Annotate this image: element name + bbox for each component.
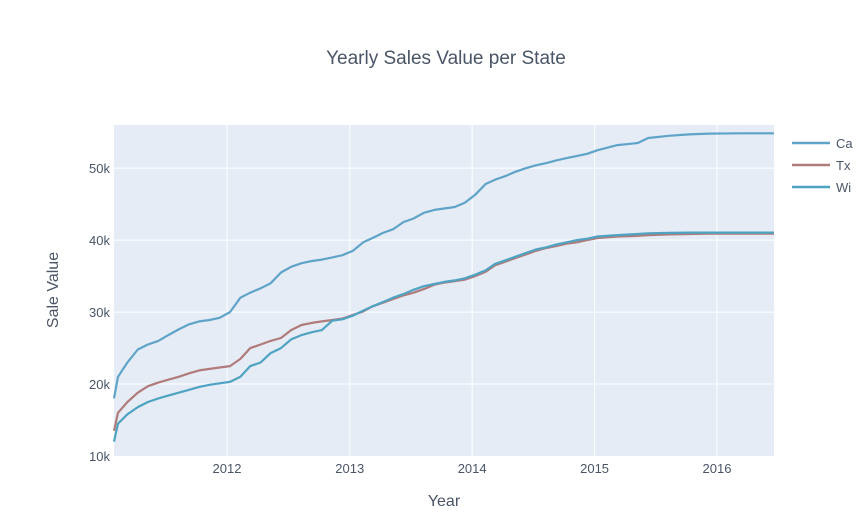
- legend: Ca Tx Wi: [792, 136, 853, 195]
- series-lines: [112, 132, 774, 442]
- x-tick-label: 2016: [703, 461, 732, 476]
- y-axis-ticks: 10k 20k 30k 40k 50k: [89, 161, 110, 464]
- y-tick-label: 30k: [89, 305, 110, 320]
- series-line-tx: [112, 232, 774, 432]
- series-line-ca: [112, 132, 774, 399]
- series-line-wi: [112, 231, 774, 442]
- y-axis-title: Sale Value: [45, 252, 62, 328]
- x-tick-label: 2013: [335, 461, 364, 476]
- y-tick-label: 20k: [89, 377, 110, 392]
- x-axis-title: Year: [428, 493, 461, 510]
- chart-title: Yearly Sales Value per State: [326, 48, 566, 69]
- grid-lines: [114, 125, 774, 456]
- x-tick-label: 2015: [580, 461, 609, 476]
- plot-area: [114, 125, 774, 456]
- y-tick-label: 40k: [89, 233, 110, 248]
- x-axis-ticks: 2012 2013 2014 2015 2016: [213, 461, 732, 476]
- legend-label-ca: Ca: [836, 136, 853, 151]
- x-tick-label: 2012: [213, 461, 242, 476]
- y-tick-label: 50k: [89, 161, 110, 176]
- y-tick-label: 10k: [89, 449, 110, 464]
- x-tick-label: 2014: [458, 461, 487, 476]
- legend-label-tx: Tx: [836, 158, 851, 173]
- legend-label-wi: Wi: [836, 180, 851, 195]
